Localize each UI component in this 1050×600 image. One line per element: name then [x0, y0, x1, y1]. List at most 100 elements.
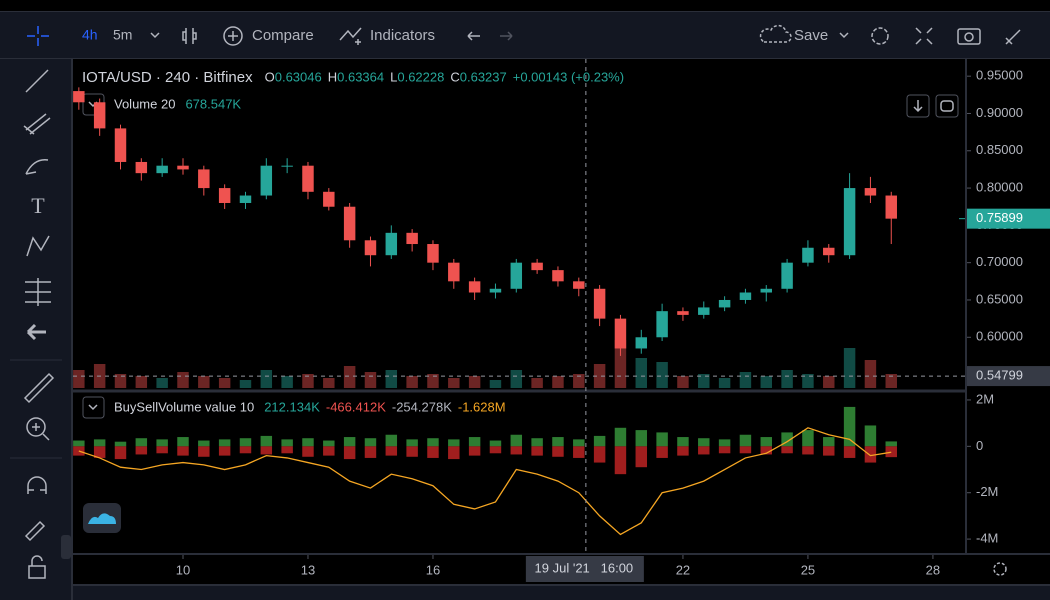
volume-bar — [260, 370, 273, 388]
save-button[interactable]: Save — [794, 27, 828, 44]
candle-body — [177, 165, 189, 170]
buysell-bar — [448, 439, 460, 447]
axis-settings[interactable] — [993, 562, 1007, 576]
indicators-button[interactable]: Indicators — [370, 27, 435, 44]
candle-body — [364, 240, 377, 256]
symbol-title: IOTA/USD · 240 · Bitfinex — [82, 69, 253, 86]
buysell-bar — [448, 446, 460, 460]
buysell-bar — [885, 446, 897, 458]
candle-body — [698, 307, 710, 315]
buysell-readout: -466.412K — [326, 399, 386, 414]
drawing-tools: T — [10, 69, 121, 579]
redo-button[interactable] — [500, 31, 513, 41]
volume-bar — [573, 374, 585, 388]
compare-button[interactable]: Compare — [252, 27, 314, 44]
buysell-bar — [698, 446, 710, 455]
fullscreen-button[interactable] — [915, 27, 933, 45]
volume-bar — [239, 380, 252, 388]
buysell-bar — [552, 446, 564, 457]
magnet-tool[interactable] — [27, 476, 47, 494]
buysell-bar — [614, 446, 627, 475]
buysell-bar — [114, 446, 127, 460]
candle-body — [156, 165, 168, 174]
buysell-bar — [552, 437, 564, 447]
measure-tool[interactable] — [23, 372, 55, 404]
screenshot-button[interactable] — [957, 28, 981, 45]
volume-bar — [552, 376, 564, 388]
buysell-bar — [218, 446, 231, 456]
volume-bar — [760, 376, 772, 388]
candle-body — [427, 244, 439, 263]
top-toolbar — [0, 12, 1050, 58]
lock-tool[interactable] — [28, 565, 46, 579]
move-pane-down[interactable] — [906, 94, 930, 118]
y2-tick-label: 2M — [976, 391, 994, 406]
buysell-bar — [573, 446, 585, 458]
arrow-down — [913, 100, 923, 113]
settings-button[interactable] — [871, 27, 889, 45]
candle-body — [135, 161, 148, 174]
indicators-icon[interactable] — [339, 27, 362, 45]
candle-body — [739, 292, 752, 300]
maximize-pane[interactable] — [935, 94, 959, 118]
pattern-tool[interactable] — [26, 235, 50, 257]
time-tick-label: 16 — [426, 562, 440, 577]
buysell-bar — [177, 437, 189, 447]
volume-bar — [510, 370, 523, 388]
zoom-tool[interactable] — [26, 417, 46, 437]
buysell-bar — [198, 446, 210, 457]
buysell-readout: -1.628M — [458, 399, 506, 414]
buysell-bar — [823, 437, 835, 447]
interval-button[interactable]: 4h — [82, 27, 98, 43]
candle-body — [93, 102, 106, 129]
buysell-bar — [677, 446, 689, 456]
fib-tool[interactable] — [23, 113, 51, 135]
buysell-bar — [281, 446, 293, 454]
volume-bar — [823, 376, 835, 388]
timeframe-button[interactable]: 5m — [113, 27, 132, 43]
text-tool[interactable]: T — [31, 193, 45, 218]
candle-body — [468, 281, 481, 293]
buysell-bar — [218, 439, 231, 447]
bottom-strip — [73, 586, 1050, 600]
crosshair-tool[interactable] — [27, 26, 49, 46]
y2-tick-label: -4M — [976, 531, 998, 546]
buysell-bar — [635, 430, 648, 447]
buysell-collapse[interactable] — [82, 396, 105, 419]
compare-icon[interactable] — [223, 26, 243, 46]
buysell-bar — [323, 440, 335, 447]
publish-button[interactable] — [1005, 29, 1021, 45]
hide-tool[interactable] — [26, 323, 46, 341]
price-tick-label: 0.85000 — [976, 142, 1023, 157]
candle-body — [448, 262, 460, 282]
undo-button[interactable] — [467, 31, 480, 41]
buysell-bar — [739, 446, 752, 454]
collapse-panel[interactable] — [61, 535, 71, 559]
prediction-tool[interactable] — [25, 278, 51, 306]
volume-bar — [593, 364, 606, 388]
buysell-bar — [510, 434, 523, 447]
buysell-bar — [489, 446, 502, 454]
cloud-icon[interactable] — [759, 24, 792, 43]
buysell-bar — [531, 438, 543, 447]
buysell-bar — [135, 438, 148, 447]
volume-study-name: Volume 20 — [114, 96, 175, 111]
zoom-plus — [32, 423, 50, 441]
lock-drawings-tool[interactable] — [24, 520, 46, 542]
candle-body — [302, 165, 314, 192]
candle-body — [802, 247, 814, 263]
brush-tool[interactable] — [25, 159, 49, 175]
buysell-bar — [739, 434, 752, 447]
dropdown-icon[interactable] — [150, 32, 160, 39]
volume-bar — [198, 376, 210, 388]
chart-type-button[interactable] — [182, 28, 197, 44]
trend-line-tool[interactable] — [25, 69, 49, 93]
plot-area — [73, 59, 965, 553]
volume-bar — [718, 378, 731, 388]
candle-body — [239, 195, 252, 203]
volume-bar — [468, 376, 481, 388]
camera-lens — [964, 32, 974, 42]
volume-bar — [177, 372, 189, 388]
ohlc-key: C — [450, 69, 459, 84]
save-dropdown[interactable] — [839, 32, 849, 39]
